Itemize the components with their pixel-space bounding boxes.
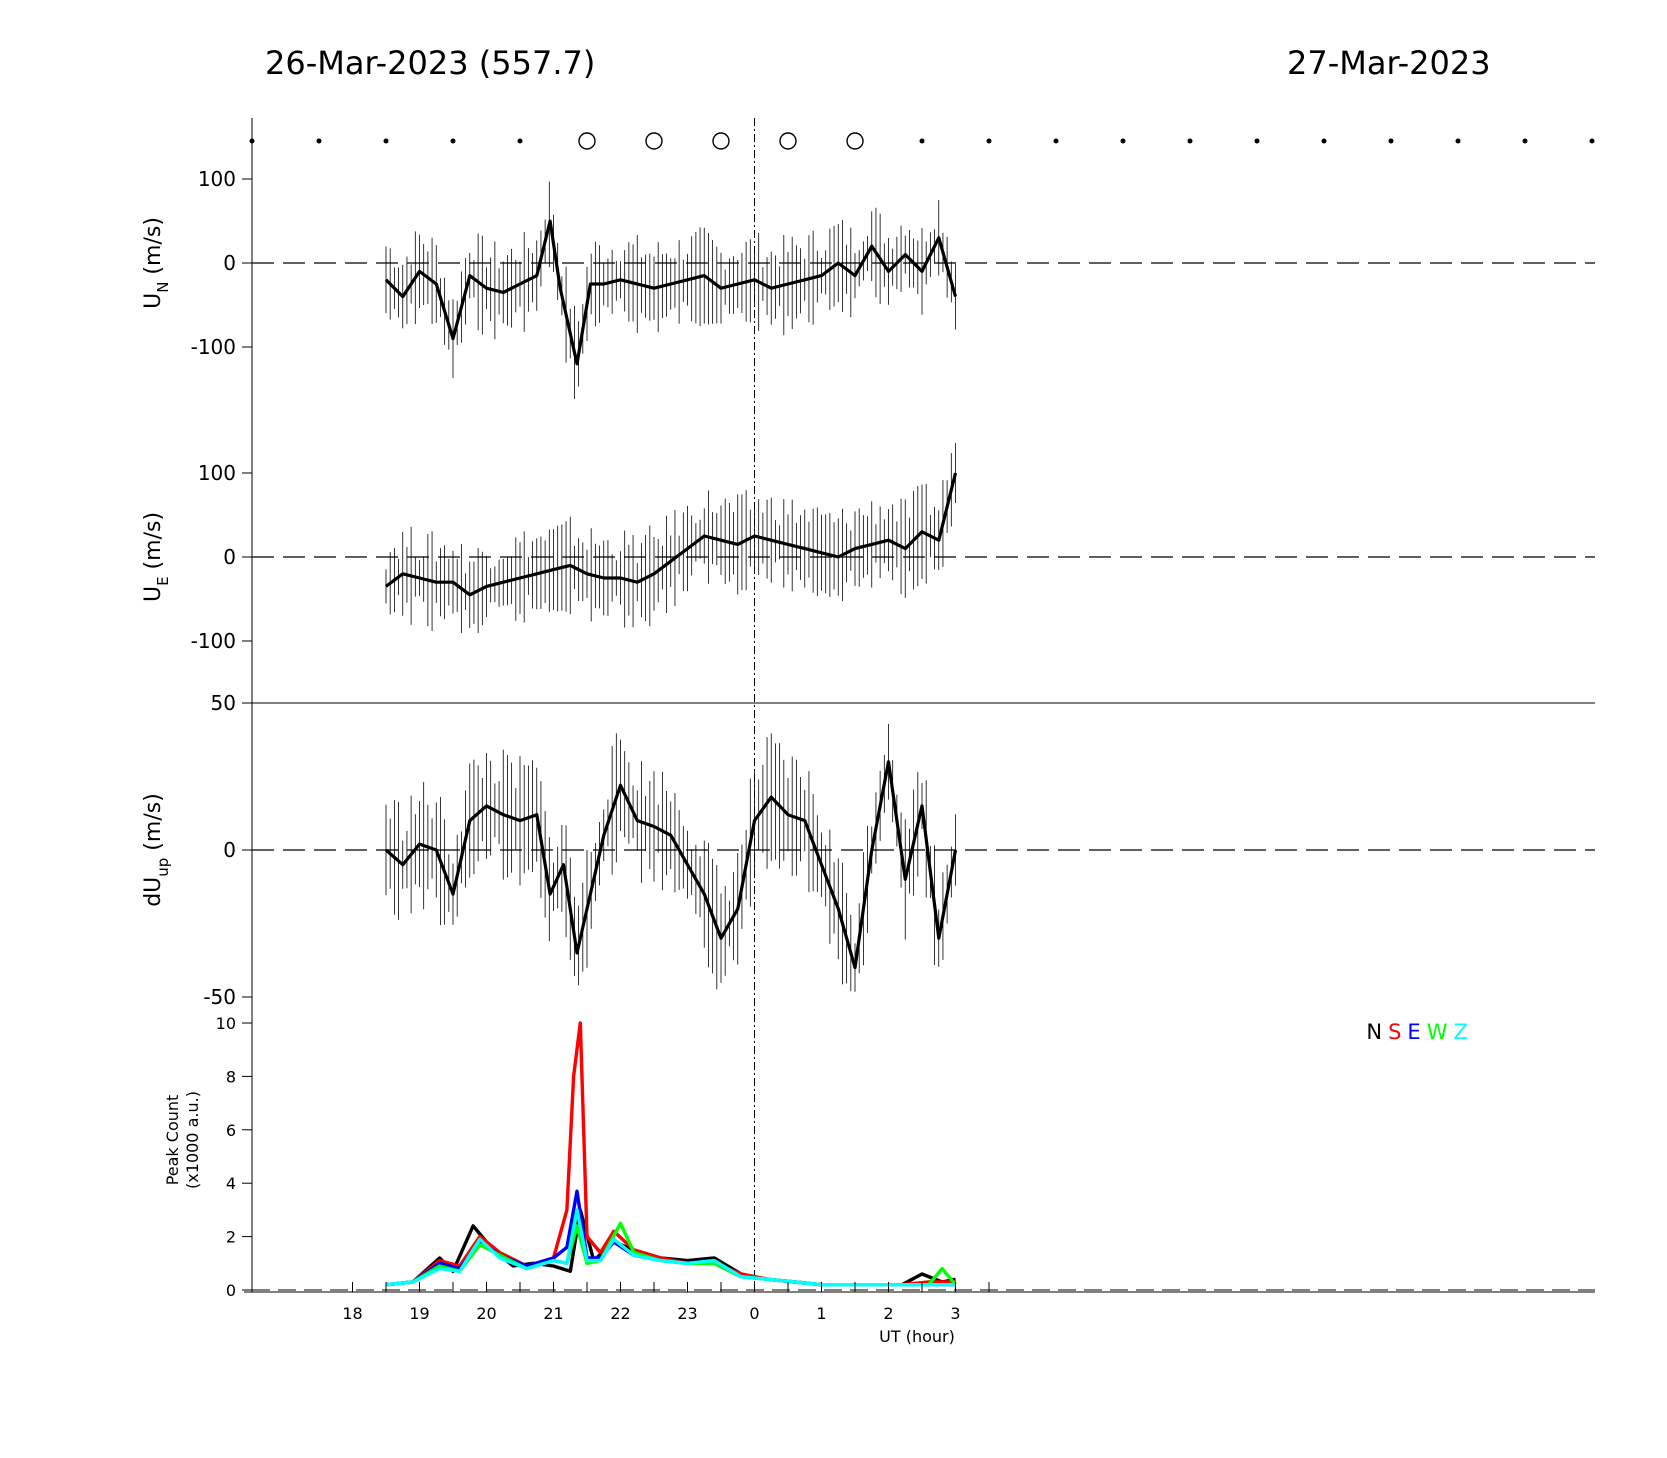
observation-dot-marker xyxy=(1254,138,1260,144)
y-tick-label: 6 xyxy=(226,1121,236,1140)
x-tick-label: 19 xyxy=(409,1304,429,1323)
legend-w: W xyxy=(1426,1020,1448,1044)
observation-dot-marker xyxy=(1321,138,1327,144)
legend-s: S xyxy=(1388,1020,1402,1044)
data-series-line xyxy=(385,472,958,597)
y-axis-label: UE (m/s) xyxy=(141,512,172,602)
observation-dot-marker xyxy=(919,138,925,144)
observation-dot-marker xyxy=(450,138,456,144)
observation-circle-marker xyxy=(779,132,797,150)
observation-circle-marker xyxy=(712,132,730,150)
x-tick-label: 23 xyxy=(677,1304,697,1323)
legend-e: E xyxy=(1407,1020,1421,1044)
y-tick-label: -50 xyxy=(203,985,236,1009)
y-tick-label: -100 xyxy=(191,335,236,359)
date-left-title: 26-Mar-2023 (557.7) xyxy=(265,44,596,82)
x-tick-label: 3 xyxy=(950,1304,960,1323)
data-series-line xyxy=(385,1189,956,1287)
observation-dot-marker xyxy=(1120,138,1126,144)
y-axis-label: UN (m/s) xyxy=(141,217,172,309)
x-tick-label: 21 xyxy=(543,1304,563,1323)
observation-dot-marker xyxy=(1589,138,1595,144)
observation-dot-marker xyxy=(986,138,992,144)
x-axis-label: UT (hour) xyxy=(879,1327,955,1346)
y-tick-label: 100 xyxy=(198,167,236,191)
x-tick-label: 2 xyxy=(883,1304,893,1323)
y-axis-label: dUup (m/s) xyxy=(141,793,172,907)
data-series-line xyxy=(384,760,958,970)
y-tick-label: 0 xyxy=(226,1281,236,1300)
y-tick-label: 0 xyxy=(223,838,236,862)
observation-dot-marker xyxy=(1455,138,1461,144)
y-tick-label: 50 xyxy=(211,691,236,715)
y-tick-label: 8 xyxy=(226,1067,236,1086)
y-axis-label: Peak Count xyxy=(163,1095,182,1186)
observation-circle-marker xyxy=(578,132,596,150)
y-tick-label: -100 xyxy=(191,629,236,653)
observation-dot-marker xyxy=(1522,138,1528,144)
observation-circle-marker xyxy=(846,132,864,150)
legend-n: N xyxy=(1366,1020,1383,1044)
x-tick-label: 20 xyxy=(476,1304,496,1323)
observation-dot-marker xyxy=(383,138,389,144)
observation-dot-marker xyxy=(517,138,523,144)
y-tick-label: 2 xyxy=(226,1228,236,1247)
observation-dot-marker xyxy=(1053,138,1059,144)
y-tick-label: 10 xyxy=(216,1014,236,1033)
data-series-line xyxy=(385,1021,956,1287)
y-tick-label: 0 xyxy=(223,251,236,275)
x-tick-label: 0 xyxy=(749,1304,759,1323)
y-tick-label: 4 xyxy=(226,1174,236,1193)
legend-z: Z xyxy=(1453,1020,1468,1044)
y-tick-label: 0 xyxy=(223,545,236,569)
observation-circle-marker xyxy=(645,132,663,150)
y-tick-label: 100 xyxy=(198,461,236,485)
x-tick-label: 1 xyxy=(816,1304,826,1323)
data-series-line xyxy=(384,219,958,366)
date-right-title: 27-Mar-2023 xyxy=(1287,44,1491,82)
observation-dot-marker xyxy=(316,138,322,144)
x-tick-label: 18 xyxy=(342,1304,362,1323)
x-tick-label: 22 xyxy=(610,1304,630,1323)
y-axis-label-units: (x1000 a.u.) xyxy=(183,1091,202,1189)
observation-dot-marker xyxy=(1388,138,1394,144)
observation-dot-marker xyxy=(1187,138,1193,144)
